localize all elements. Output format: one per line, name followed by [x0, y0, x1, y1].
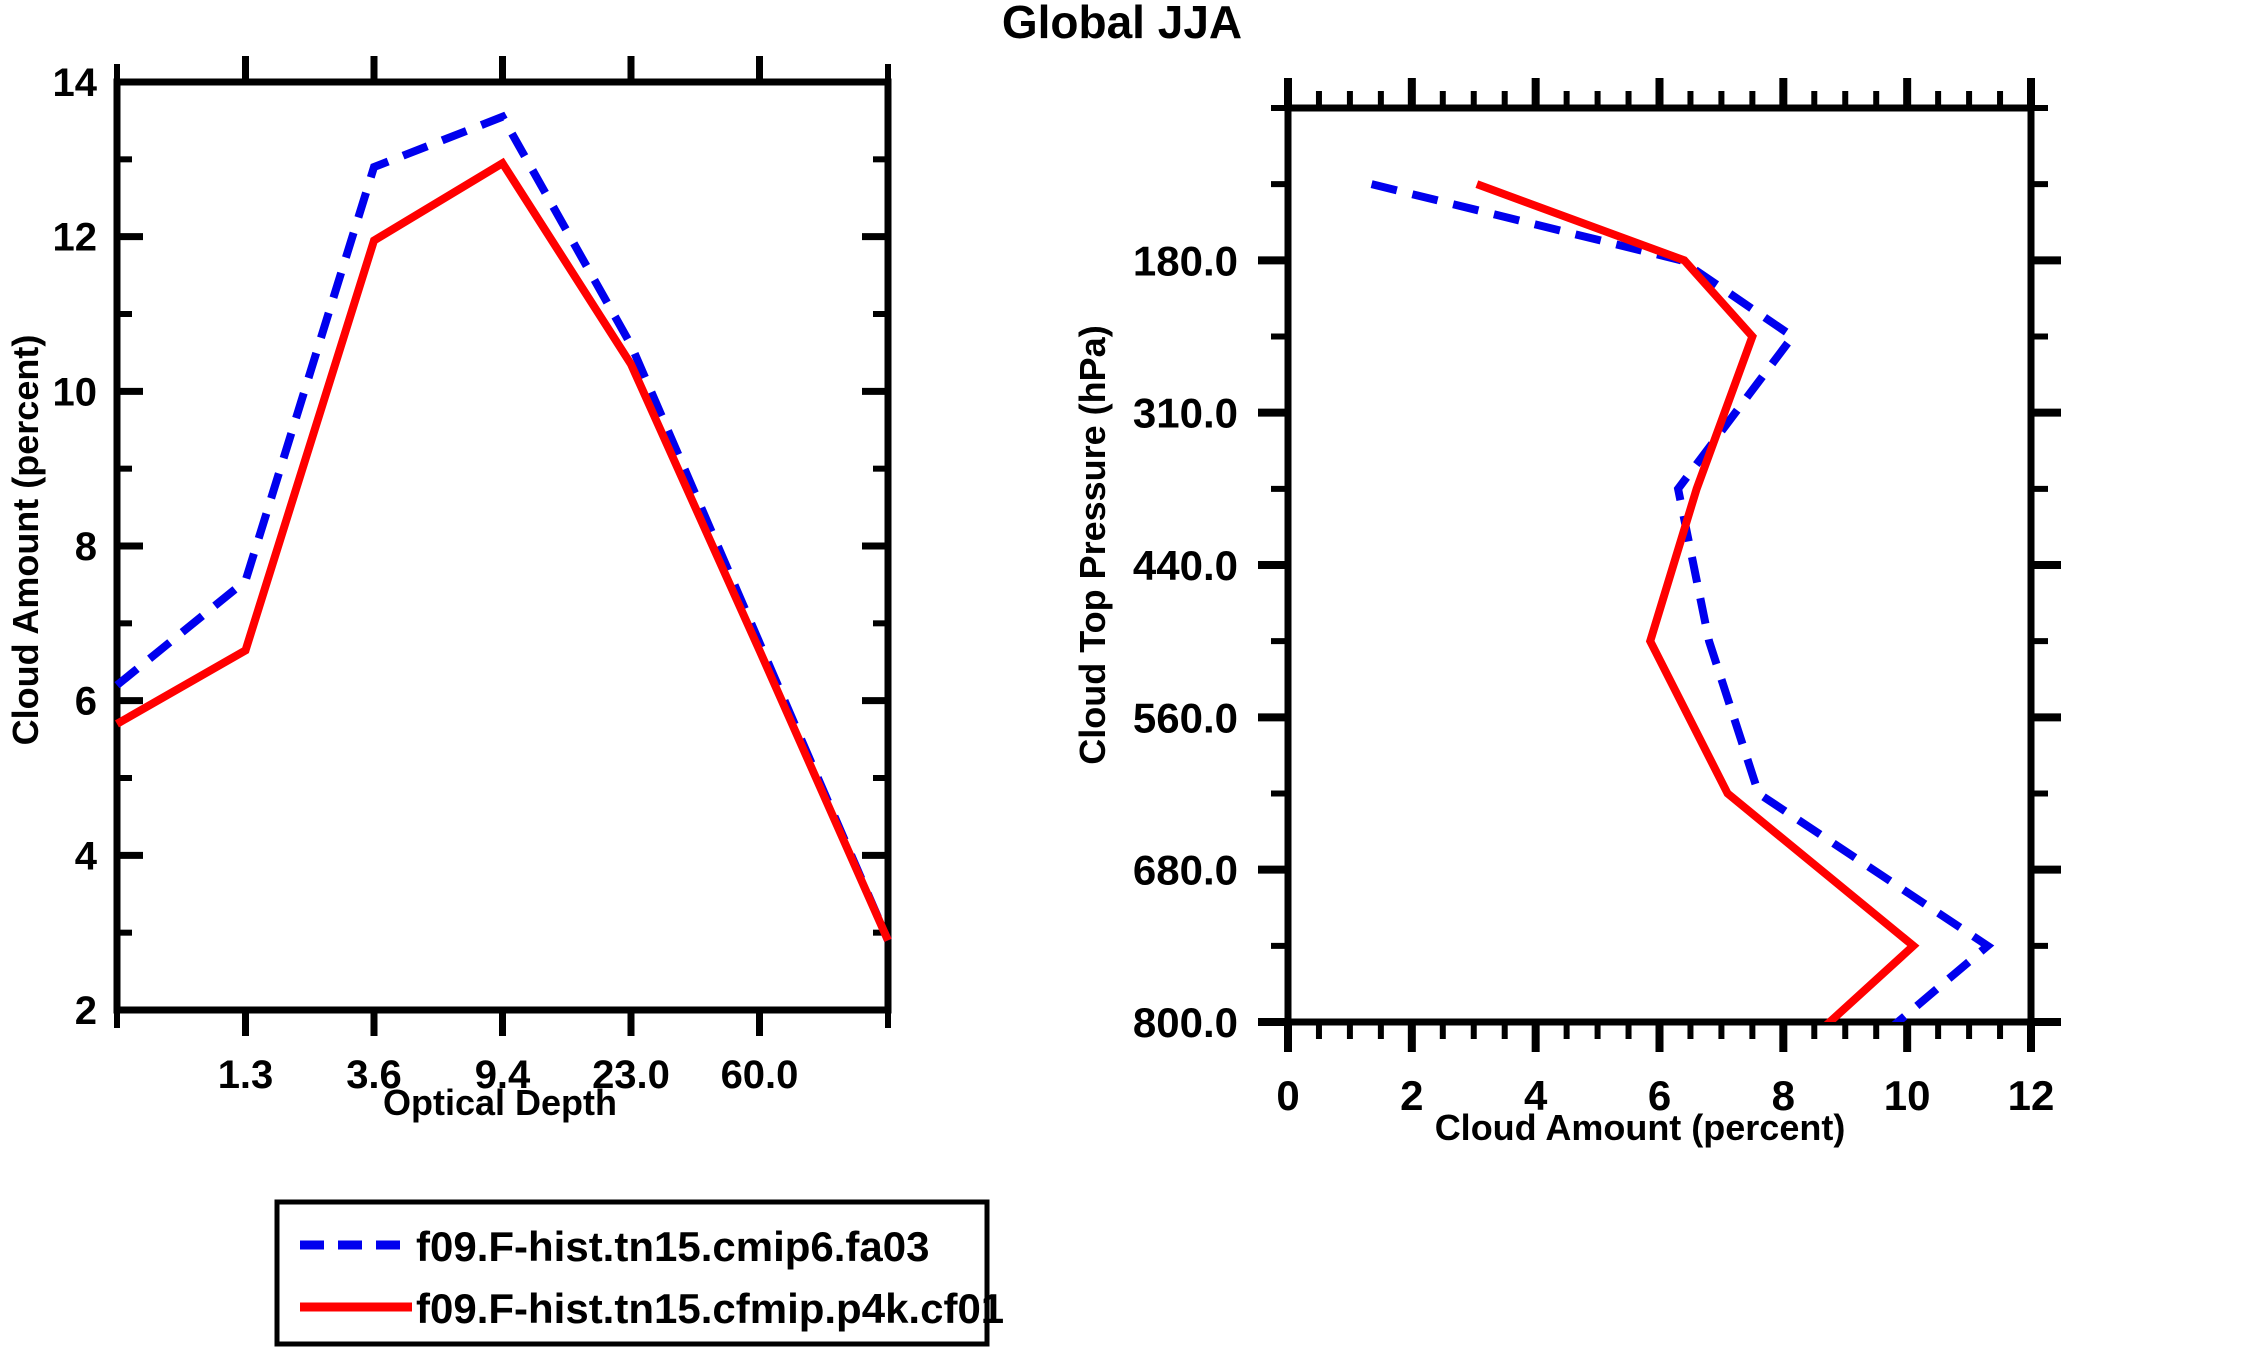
left-x-tick-label: 9.4: [475, 1053, 531, 1097]
left-chart-panel: 2 4 6 8 10 12 14 1.3 3.6 9.4 23.0 60.0 Optical Dept…: [5, 56, 892, 1123]
right-x-tick-label: 8: [1772, 1072, 1795, 1119]
left-y-tick-label: 12: [53, 216, 98, 260]
legend-label-0: f09.F-hist.tn15.cmip6.fa03: [416, 1223, 930, 1270]
right-y-tick-label: 310.0: [1133, 390, 1238, 437]
left-y-tick-label: 14: [53, 61, 98, 105]
left-x-tick-label: 1.3: [218, 1053, 274, 1097]
left-y-tick-label: 10: [53, 370, 98, 414]
right-series-1: [1475, 180, 1920, 1022]
legend-label-1: f09.F-hist.tn15.cfmip.p4k.cf01: [416, 1285, 1004, 1332]
left-x-tick-label: 60.0: [721, 1053, 799, 1097]
right-tick-labels: 0 2 4 6 8 10 12 180.0 310.0 440.0 560.0 680.0 800.0: [1133, 237, 2054, 1119]
left-y-tick-label: 8: [75, 525, 97, 569]
right-y-axis-label: Cloud Top Pressure (hPa): [1072, 325, 1113, 764]
right-x-tick-label: 4: [1524, 1072, 1548, 1119]
left-series-group: [114, 111, 892, 943]
right-x-tick-label: 0: [1276, 1072, 1299, 1119]
right-series-group: [1370, 180, 1995, 1022]
left-y-axis-label: Cloud Amount (percent): [5, 335, 46, 746]
right-chart-panel: 0 2 4 6 8 10 12180.0310.0440.0560.0680.0800.0 …: [1072, 78, 2061, 1148]
right-x-axis-label: Cloud Amount (percent): [1435, 1107, 1846, 1148]
right-x-tick-label: 10: [1884, 1072, 1931, 1119]
legend-box: [274, 1199, 990, 1347]
right-x-tick-label: 12: [2008, 1072, 2055, 1119]
page-title: Global JJA: [1002, 0, 1242, 48]
right-axis-ticks: [1258, 78, 2061, 1052]
left-y-tick-label: 6: [75, 680, 97, 724]
left-x-axis-label: Optical Depth: [383, 1082, 617, 1123]
right-x-tick-label: 2: [1400, 1072, 1423, 1119]
left-tick-labels: 2 4 6 8 10 12 14 1.3 3.6 9.4 23.0 60.0: [53, 61, 799, 1097]
legend-items: f09.F-hist.tn15.cmip6.fa03 f09.F-hist.tn1…: [300, 1223, 1004, 1332]
right-y-tick-label: 680.0: [1133, 847, 1238, 894]
right-y-tick-label: 560.0: [1133, 694, 1238, 741]
right-y-tick-label: 180.0: [1133, 237, 1238, 284]
left-y-tick-label: 2: [75, 989, 97, 1033]
right-x-tick-label: 6: [1648, 1072, 1671, 1119]
left-x-tick-label: 23.0: [592, 1053, 670, 1097]
right-y-tick-label: 800.0: [1133, 999, 1238, 1046]
left-y-tick-label: 4: [75, 834, 98, 878]
left-x-tick-label: 3.6: [346, 1053, 402, 1097]
right-y-tick-label: 440.0: [1133, 542, 1238, 589]
left-axis-ticks: [114, 56, 891, 1036]
left-series-1: [115, 157, 892, 943]
legend: f09.F-hist.tn15.cmip6.fa03 f09.F-hist.tn1…: [274, 1199, 1004, 1347]
